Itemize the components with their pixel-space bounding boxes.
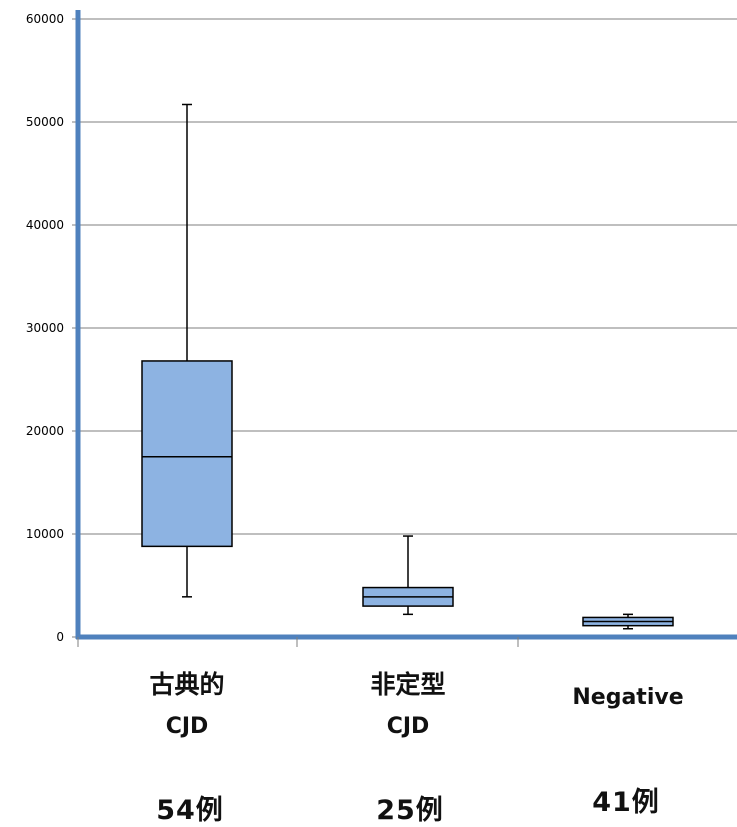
category-label-atypical-cjd: 非定型 CJD (298, 664, 518, 748)
y-tick-label-40000: 40000 (26, 218, 64, 232)
box-group-0 (141, 103, 233, 598)
box-series (141, 103, 674, 630)
y-tick-label-30000: 30000 (26, 321, 64, 335)
x-axis-ticks (77, 637, 519, 647)
category-label-classic-cjd: 古典的 CJD (77, 664, 297, 748)
box-group-2 (582, 613, 674, 630)
category-label-line2: CJD (165, 714, 209, 739)
box-group-1 (362, 535, 454, 616)
box-0 (141, 360, 233, 548)
category-label-negative: Negative (518, 677, 737, 719)
y-tick-label-50000: 50000 (26, 115, 64, 129)
category-label-line1: 非定型 (370, 670, 446, 699)
category-count-2: 41例 (592, 787, 660, 818)
category-count-1: 25例 (376, 795, 444, 826)
category-label-line1: 古典的 (149, 670, 225, 699)
y-tick-label-10000: 10000 (26, 527, 64, 541)
category-label-line2: Negative (572, 685, 684, 710)
category-count-0: 54例 (156, 795, 224, 826)
y-tick-label-0: 0 (56, 630, 64, 644)
y-tick-label-20000: 20000 (26, 424, 64, 438)
y-tick-label-60000: 60000 (26, 12, 64, 26)
y-axis-ticks: 0 10000 20000 30000 40000 50000 60000 (26, 12, 78, 644)
category-label-line2: CJD (386, 714, 430, 739)
